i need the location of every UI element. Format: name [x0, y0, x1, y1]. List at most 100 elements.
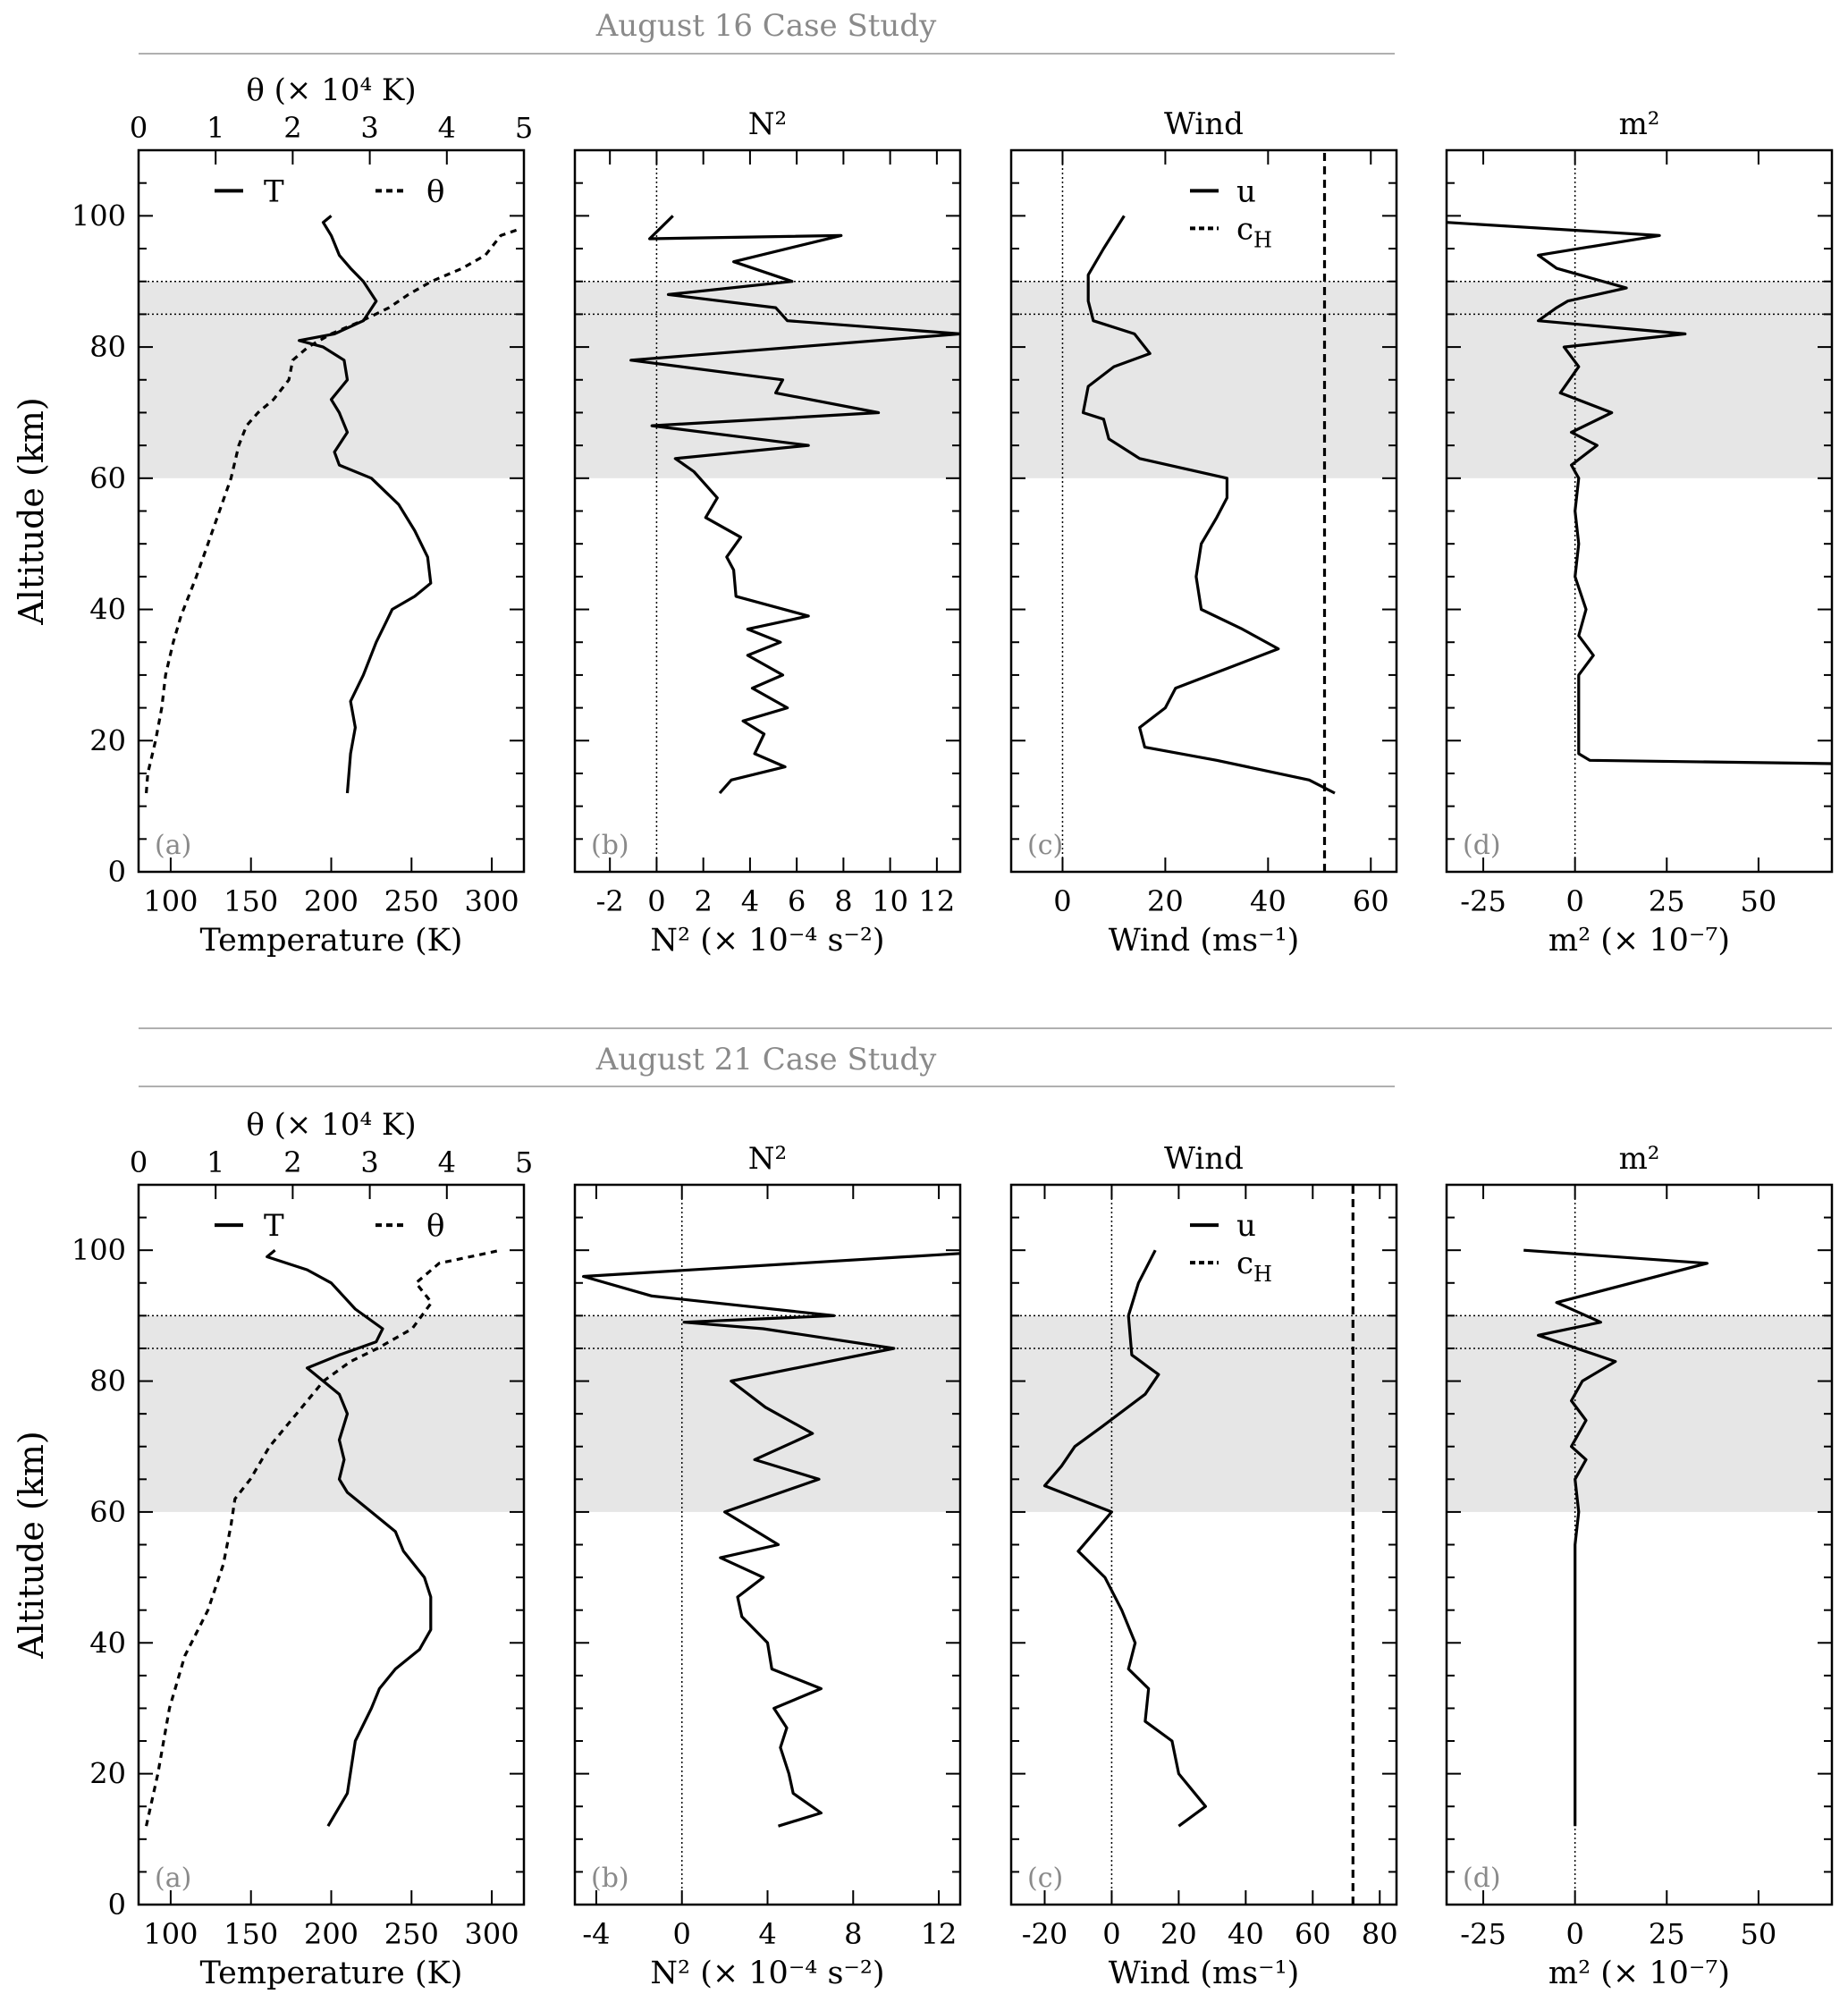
x-tick-label: 25: [1649, 884, 1685, 918]
x-tick-label: 150: [224, 1917, 278, 1951]
x-tick-label: 0: [1565, 1917, 1583, 1951]
x-axis-label: Wind (ms⁻¹): [1109, 923, 1300, 959]
x-tick-label: 25: [1649, 1917, 1685, 1951]
series-N-line: [582, 1252, 960, 1828]
plot-frame: [137, 1183, 526, 1906]
x-tick-label: 4: [758, 1917, 776, 1951]
x-tick-label: 100: [143, 884, 198, 918]
series-T-line: [266, 1248, 433, 1828]
panel-label: (a): [155, 830, 191, 861]
x-tick-label: 8: [834, 884, 852, 918]
top-tick-label: 4: [438, 1145, 456, 1179]
panel-d: -25 0 25 50 m² (× 10⁻⁷) m² (d): [1445, 1141, 1834, 1991]
x-tick-label: 12: [921, 1917, 958, 1951]
x-tick-label: 0: [1053, 884, 1071, 918]
shaded-region: [1011, 281, 1397, 478]
x-tick-label: 200: [304, 1917, 359, 1951]
top-tick-label: 3: [360, 111, 378, 145]
top-tick-label: 4: [438, 111, 456, 145]
y-tick-label: 0: [108, 855, 126, 889]
x-axis-label: N² (× 10⁻⁴ s⁻²): [650, 1956, 884, 1991]
top-axis-label: θ (× 10⁴ K): [246, 1107, 416, 1143]
plot-frame: [1009, 1183, 1398, 1906]
shaded-region: [139, 1315, 524, 1512]
panel-d: -25 0 25 50 m² (× 10⁻⁷) m² (d): [1445, 106, 1834, 959]
top-tick-label: 1: [207, 111, 224, 145]
x-axis-label: Temperature (K): [200, 923, 463, 959]
y-tick-label: 60: [89, 1495, 126, 1529]
x-axis-label: m² (× 10⁻⁷): [1548, 1956, 1730, 1991]
panel-label: (b): [591, 1863, 629, 1894]
panel-label: (a): [155, 1863, 191, 1894]
y-tick-label: 20: [89, 723, 126, 757]
top-tick-label: 2: [283, 111, 301, 145]
shaded-region: [1447, 281, 1832, 478]
x-tick-label: 200: [304, 884, 359, 918]
series-N-line: [629, 215, 960, 795]
panel-title: N²: [748, 106, 787, 142]
y-axis-label: Altitude (km): [12, 397, 51, 625]
x-tick-label: -20: [1022, 1917, 1068, 1951]
x-tick-label: 300: [465, 884, 519, 918]
shaded-region: [139, 281, 524, 478]
y-tick-label: 100: [72, 1233, 126, 1267]
series-T-line: [298, 215, 433, 794]
x-tick-label: 12: [919, 884, 956, 918]
panel-label: (b): [591, 830, 629, 861]
x-tick-label: 60: [1353, 884, 1389, 918]
x-axis-label: Temperature (K): [200, 1956, 463, 1991]
series-m-line: [1447, 221, 1832, 765]
case-title: August 21 Case Study: [595, 1042, 937, 1077]
panel-label: (d): [1463, 1863, 1501, 1894]
plot-frame: [137, 148, 526, 874]
x-tick-label: 50: [1741, 884, 1777, 918]
series--line: [145, 227, 521, 794]
x-tick-label: -25: [1460, 884, 1506, 918]
y-tick-label: 40: [89, 593, 126, 627]
x-tick-label: 4: [741, 884, 759, 918]
panel-title: Wind: [1164, 1141, 1244, 1177]
x-tick-label: 0: [673, 1917, 691, 1951]
x-axis-label: N² (× 10⁻⁴ s⁻²): [650, 923, 884, 959]
legend-T-label: T: [264, 173, 284, 209]
shaded-region: [1011, 1315, 1397, 1512]
legend-u-label: u: [1236, 1208, 1256, 1244]
legend-theta-label: θ: [426, 173, 444, 209]
plot-frame: [1445, 1183, 1834, 1906]
panel-b: -4 0 4 8 12 N² (× 10⁻⁴ s⁻²) N² (b): [573, 1141, 962, 1991]
legend-T-label: T: [264, 1208, 284, 1244]
series--line: [145, 1248, 502, 1827]
x-tick-label: 100: [143, 1917, 198, 1951]
series-u-line: [1042, 1249, 1207, 1828]
y-tick-label: 40: [89, 1626, 126, 1660]
plot-frame: [1009, 148, 1398, 874]
x-tick-label: 40: [1250, 884, 1287, 918]
panel-b: -2 0 2 4 6 8 10 12 N² (× 10⁻⁴ s⁻²) N² (b): [573, 106, 962, 959]
panel-c: -20 0 20 40 60 80 Wind (ms⁻¹) Wind (c) ucH: [1009, 1141, 1398, 1991]
top-tick-label: 1: [207, 1145, 224, 1179]
x-tick-label: 80: [1362, 1917, 1398, 1951]
plot-frame: [573, 1183, 962, 1906]
x-tick-label: 250: [384, 884, 439, 918]
series-m-line: [1523, 1248, 1709, 1827]
panel-label: (d): [1463, 830, 1501, 861]
x-tick-label: -25: [1460, 1917, 1506, 1951]
x-tick-label: 8: [844, 1917, 862, 1951]
panel-title: N²: [748, 1141, 787, 1177]
panel-c: 0 20 40 60 Wind (ms⁻¹) Wind (c) ucH: [1009, 106, 1398, 959]
x-tick-label: 0: [1565, 884, 1583, 918]
x-tick-label: 6: [788, 884, 806, 918]
y-tick-label: 100: [72, 199, 126, 232]
legend-theta-label: θ: [426, 1208, 444, 1244]
legend-cH-label: cH: [1236, 211, 1272, 252]
x-tick-label: 20: [1160, 1917, 1197, 1951]
panel-label: (c): [1027, 830, 1063, 861]
x-tick-label: 250: [384, 1917, 439, 1951]
x-tick-label: 50: [1741, 1917, 1777, 1951]
x-tick-label: 0: [1102, 1917, 1120, 1951]
